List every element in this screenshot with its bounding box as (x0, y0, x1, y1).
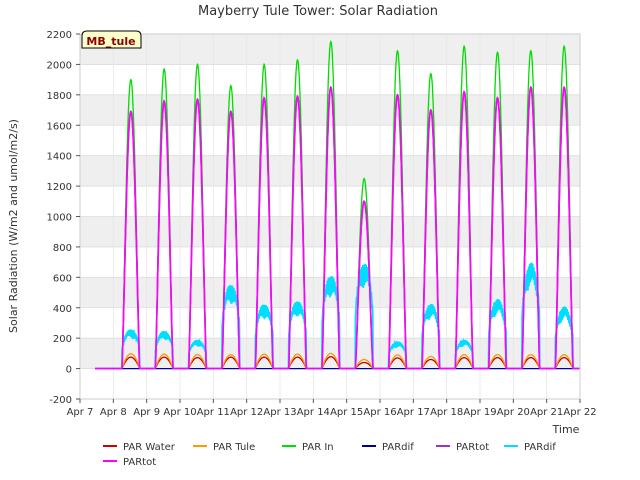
legend-label: PARtot (123, 457, 156, 468)
legend-label: PAR In (302, 442, 334, 453)
grid-band (80, 155, 580, 187)
y-tick-label: 2200 (47, 30, 72, 41)
y-tick-label: 0 (66, 365, 72, 376)
y-tick-label: 2000 (47, 60, 72, 71)
x-tick-label: Apr 9 (133, 407, 160, 418)
x-tick-label: Apr 21 (530, 407, 563, 418)
x-tick-label: Apr 8 (100, 407, 127, 418)
x-tick-label: Apr 16 (363, 407, 396, 418)
x-tick-label: Apr 18 (430, 407, 463, 418)
y-tick-label: 200 (53, 334, 72, 345)
x-tick-label: Apr 10 (163, 407, 196, 418)
y-tick-label: 1400 (47, 152, 72, 163)
legend-label: PARtot (456, 442, 489, 453)
x-tick-label: Apr 17 (397, 407, 430, 418)
legend-label: PARdif (382, 442, 414, 453)
y-tick-label: 600 (53, 273, 72, 284)
chart-title: Mayberry Tule Tower: Solar Radiation (198, 4, 438, 19)
annotation-box: MB_tule (81, 30, 142, 49)
x-axis-label: Time (552, 423, 580, 436)
x-tick-label: Apr 15 (330, 407, 363, 418)
legend: PAR Water PAR Tule PAR In PARdif PARtot PARdi… (103, 442, 556, 468)
axes: -200 0 200 400 600 800 1000 1200 1400 1600 1800 200… (47, 30, 597, 418)
legend-label: PAR Water (123, 442, 176, 453)
x-tick-label: Apr 12 (230, 407, 263, 418)
x-tick-label: Apr 7 (67, 407, 94, 418)
x-tick-label: Apr 22 (563, 407, 596, 418)
x-tick-label: Apr 11 (197, 407, 230, 418)
x-tick-label: Apr 14 (297, 407, 330, 418)
x-tick-label: Apr 19 (463, 407, 496, 418)
x-tick-label: Apr 20 (497, 407, 530, 418)
y-axis-label: Solar Radiation (W/m2 and umol/m2/s) (7, 119, 20, 333)
legend-label: PAR Tule (213, 442, 255, 453)
y-tick-label: -200 (49, 395, 72, 406)
series-line-partot-6 (95, 85, 580, 370)
legend-label: PARdif (524, 442, 556, 453)
y-tick-label: 1800 (47, 91, 72, 102)
annotation-label: MB_tule (86, 35, 135, 48)
grid-band (80, 216, 580, 247)
y-tick-label: 1200 (47, 182, 72, 193)
y-tick-label: 400 (53, 304, 72, 315)
series-layer (95, 40, 580, 370)
y-tick-label: 1600 (47, 121, 72, 132)
x-tick-label: Apr 13 (263, 407, 296, 418)
y-tick-label: 1000 (47, 213, 72, 224)
y-tick-label: 800 (53, 243, 72, 254)
